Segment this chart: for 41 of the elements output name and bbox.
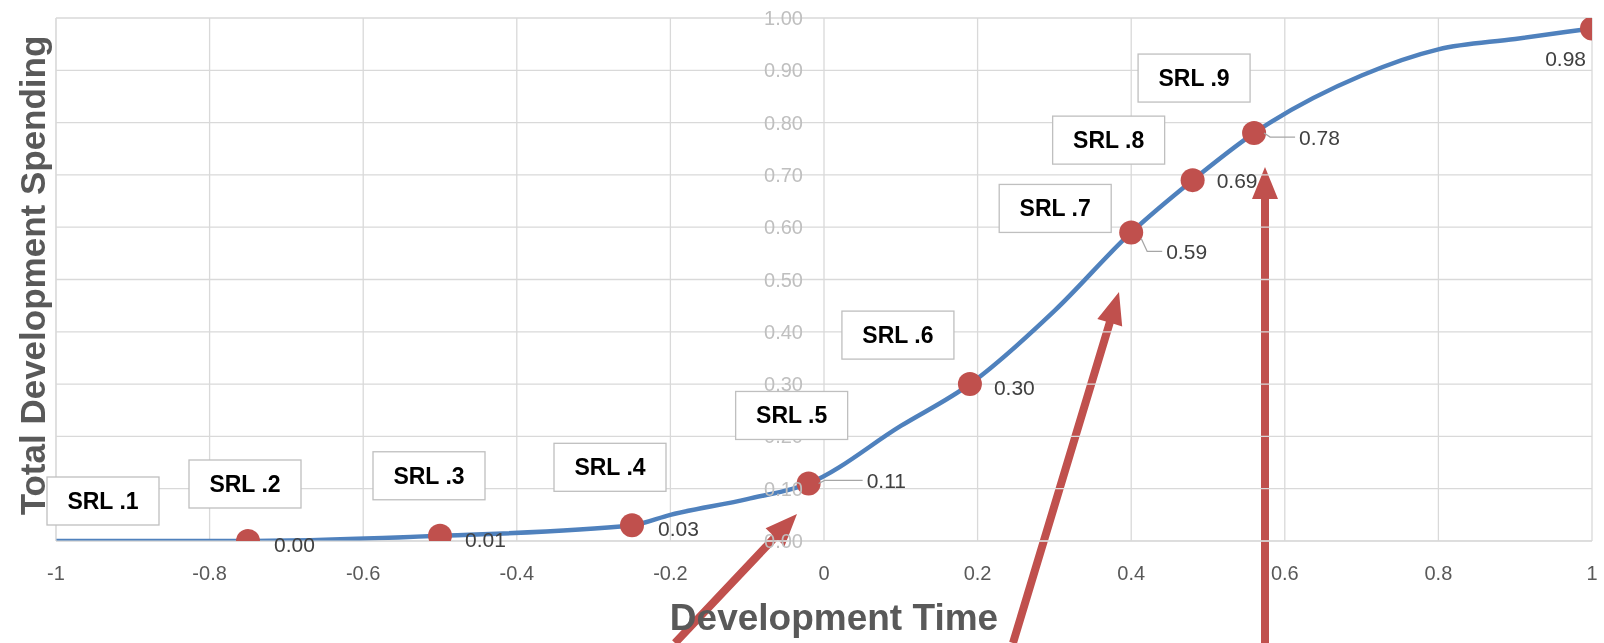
x-tick-label: 0.8 (1424, 562, 1453, 585)
annotation: SRL .6 (862, 322, 934, 349)
y-tick-label: 0.90 (764, 59, 803, 82)
annotation: SRL .9 (1158, 65, 1230, 92)
data-label: 0.30 (993, 375, 1035, 399)
annotation: SRL .2 (209, 471, 281, 497)
annotation: SRL .7 (1019, 195, 1091, 222)
data-label: 0.03 (658, 516, 699, 540)
x-tick-label: 0.6 (1270, 562, 1299, 585)
x-tick-label: -0.6 (345, 562, 381, 585)
data-label: 0.98 (1545, 46, 1586, 70)
y-axis-title: Total Development Spending (12, 35, 52, 516)
x-tick-label: -0.8 (192, 562, 227, 585)
data-label: 0.59 (1166, 239, 1208, 263)
x-tick-label: -1 (47, 562, 65, 585)
point (620, 513, 644, 538)
point (957, 372, 982, 397)
annotation: SRL .8 (1073, 127, 1145, 154)
y-tick-label: 0.70 (764, 163, 803, 186)
x-tick-label: -0.4 (499, 562, 535, 585)
point (1180, 168, 1205, 193)
point (1119, 220, 1144, 245)
y-tick-label: 0.30 (764, 373, 803, 396)
point (1242, 121, 1267, 146)
y-tick-label: 0.80 (764, 111, 803, 134)
y-tick-label: 1.00 (764, 7, 803, 29)
x-tick-label: 0 (818, 562, 830, 585)
y-tick-label: 0.50 (764, 268, 803, 291)
x-tick-label: 0.2 (963, 562, 992, 585)
annotation: SRL .5 (756, 402, 828, 429)
x-tick-label: 1 (1586, 562, 1598, 585)
data-label: 0.78 (1299, 125, 1340, 149)
x-tick-label: 0.4 (1117, 562, 1146, 585)
annotation: SRL .4 (574, 454, 646, 481)
y-tick-label: 0.60 (764, 216, 803, 239)
data-label: 0.11 (866, 468, 906, 492)
annotation: SRL .3 (393, 462, 465, 489)
data-label: 0.69 (1216, 168, 1258, 192)
x-tick-label: -0.2 (653, 562, 688, 585)
y-tick-label: 0.40 (764, 320, 803, 343)
annotation: SRL .1 (67, 488, 139, 514)
